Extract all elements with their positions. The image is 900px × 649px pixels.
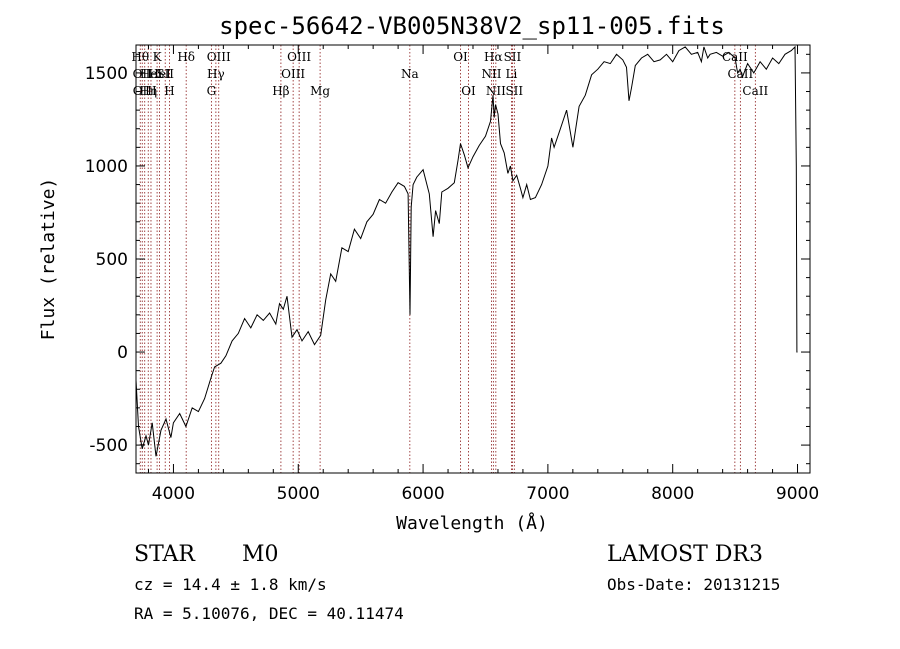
y-axis-ticks: -500 0 500 1000 1500 [85,53,810,465]
line-marker-label: HeI [148,67,171,81]
line-marker-label: Hα [484,50,503,64]
line-marker-label: CaII [742,84,768,98]
line-marker-label: H [164,84,174,98]
x-tick-label: 6000 [401,484,444,504]
line-marker-label: Li [506,67,518,81]
y-tick-label: 1500 [85,64,128,84]
line-marker-label: NII [481,67,501,81]
spectrum-line [135,45,798,457]
line-marker-label: OIII [133,84,157,98]
y-tick-label: 500 [96,250,128,270]
observation-date: Obs-Date: 20131215 [607,575,780,594]
line-marker-label: SII [505,84,523,98]
line-marker-label: Na [401,67,419,81]
line-marker-label: CaII [727,67,753,81]
line-marker-label: Hη [139,84,157,98]
line-marker-label: G [207,84,217,98]
chart-title: spec-56642-VB005N38V2_sp11-005.fits [219,12,725,40]
x-axis-label: Wavelength (Å) [396,512,548,534]
line-marker-label: NII [486,84,506,98]
x-axis-ticks: 4000 5000 6000 7000 8000 9000 [147,45,819,504]
line-marker-label: OIII [207,50,231,64]
line-marker-label: Hβ [272,84,289,98]
line-marker-label: Hθ [131,50,149,64]
y-tick-label: 0 [117,343,128,363]
x-tick-label: 4000 [152,484,195,504]
object-type: STAR [134,542,196,567]
line-marker-label: Mg [310,84,330,98]
survey-name: LAMOST DR3 [607,542,763,567]
line-marker-label: CaII [722,50,748,64]
line-marker-label: OI [453,50,468,64]
y-axis-label: Flux (relative) [38,178,59,341]
line-marker-label: Hγ [207,67,225,81]
spectral-line-markers [139,45,756,473]
object-subclass: M0 [242,542,279,567]
line-marker-label: Hδ [177,50,195,64]
plot-frame [135,44,811,474]
spectral-line-labels: HθOIIOIIIHηHeIKHeISIIHHδGHγOIIIHβOIIIOII… [131,50,768,98]
y-tick-label: -500 [89,436,128,456]
line-marker-label: SII [504,50,522,64]
y-tick-label: 1000 [85,157,128,177]
line-marker-label: SII [156,67,174,81]
x-tick-label: 8000 [651,484,694,504]
x-tick-label: 5000 [277,484,320,504]
line-marker-label: K [153,50,163,64]
line-marker-label: HeI [140,67,163,81]
line-marker-label: OI [461,84,476,98]
x-tick-label: 9000 [776,484,819,504]
line-marker-label: OIII [287,50,311,64]
x-tick-label: 7000 [526,484,569,504]
coordinates-readout: RA = 5.10076, DEC = 40.11474 [134,604,404,623]
redshift-readout: cz = 14.4 ± 1.8 km/s [134,575,327,594]
line-marker-label: OII [133,67,153,81]
line-marker-label: OIII [281,67,305,81]
